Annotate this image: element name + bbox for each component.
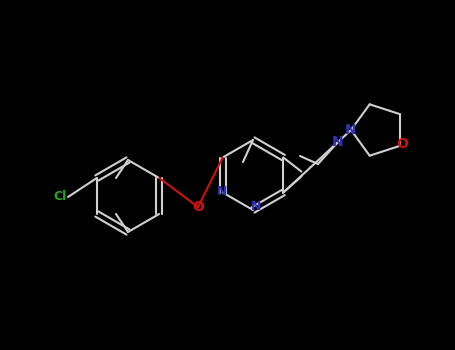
Text: N: N xyxy=(345,123,357,137)
Text: N: N xyxy=(332,135,344,149)
Text: N: N xyxy=(251,201,261,214)
Text: O: O xyxy=(396,137,408,151)
Text: Cl: Cl xyxy=(53,190,66,203)
Text: N: N xyxy=(217,185,227,198)
Text: O: O xyxy=(192,200,204,214)
